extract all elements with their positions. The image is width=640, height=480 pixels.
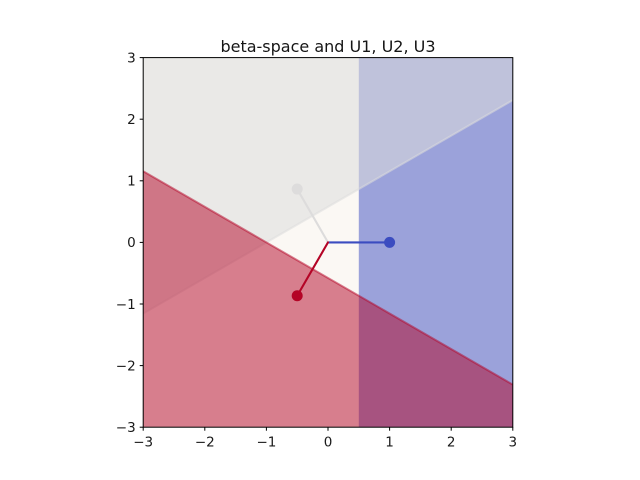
- x-tick-label: 1: [385, 435, 394, 451]
- x-tick-label: 3: [509, 435, 518, 451]
- y-tick-label: −3: [116, 420, 136, 436]
- plot-content: [143, 57, 513, 428]
- vector-U1-dot: [384, 236, 396, 248]
- vector-U3-line: [296, 241, 330, 297]
- vector-U2-dot: [291, 183, 303, 195]
- x-tick-label: −1: [256, 435, 276, 451]
- y-tick-label: −2: [116, 358, 136, 374]
- U3-region-fill: [143, 171, 513, 428]
- y-tick-label: −1: [116, 297, 136, 313]
- y-tick-label: 3: [127, 50, 136, 66]
- U3-region-edge: [143, 170, 513, 386]
- y-tick-label: 1: [127, 174, 136, 190]
- vector-U2-line: [296, 188, 330, 244]
- x-tick-label: 2: [447, 435, 456, 451]
- y-tick-label: 2: [127, 112, 136, 128]
- y-tick-label: 0: [127, 235, 136, 251]
- x-tick-label: 0: [324, 435, 333, 451]
- plot-title: beta-space and U1, U2, U3: [220, 37, 436, 56]
- x-tick-label: −3: [133, 435, 153, 451]
- vector-U3-dot: [291, 290, 303, 302]
- x-tick-label: −2: [195, 435, 215, 451]
